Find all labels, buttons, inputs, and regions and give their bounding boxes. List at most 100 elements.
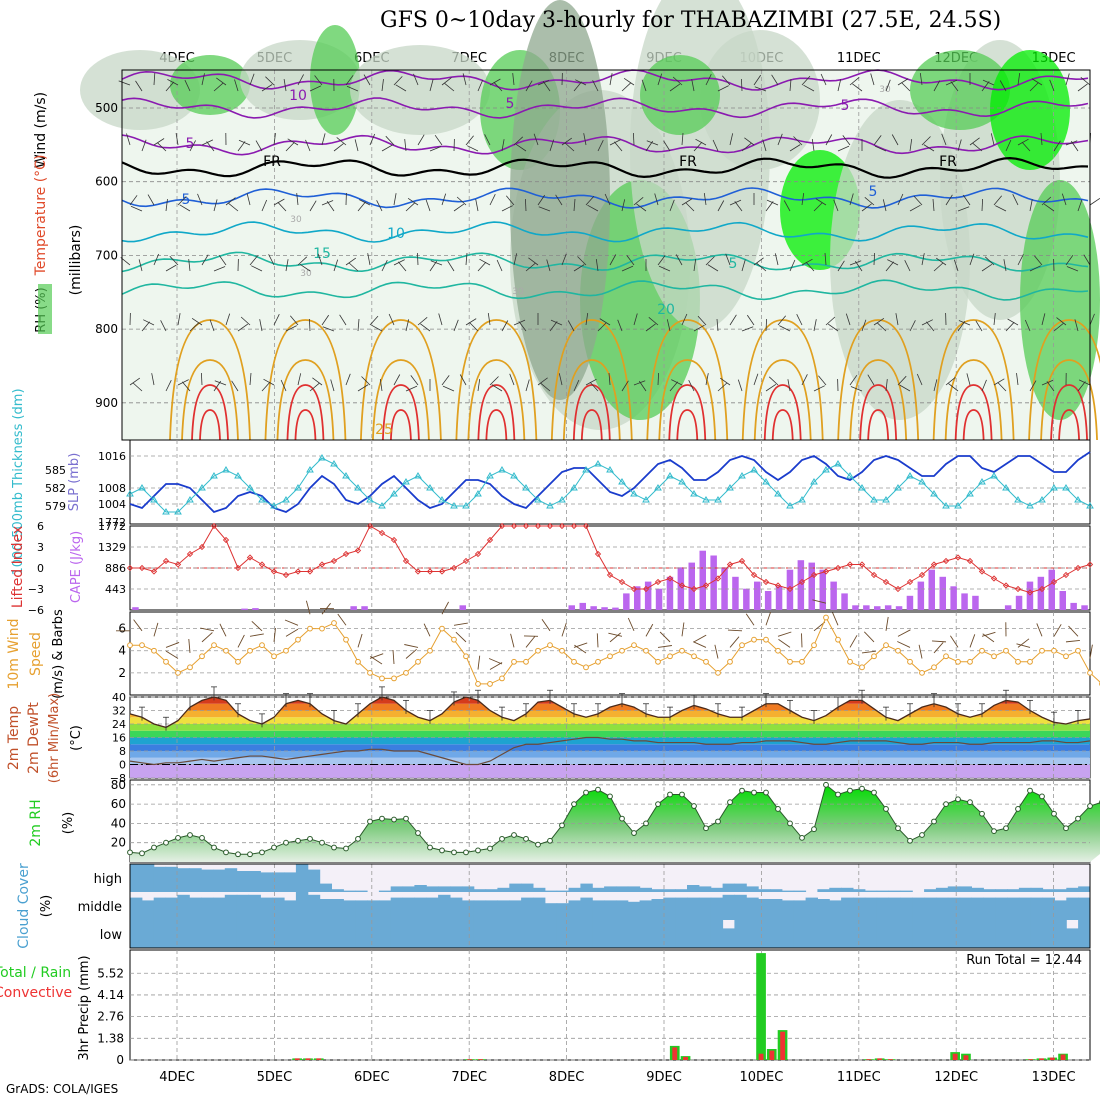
cloud-cell [829,900,841,920]
rh-2m-line-point [1076,816,1081,821]
cloud-cell [1078,898,1090,920]
wind-speed-line-point [344,637,349,642]
rh-2m-line-point [380,816,385,821]
cloud-cell [841,920,853,948]
precip-convective-bar [1028,1059,1033,1060]
rh-2m-line-point [836,792,841,797]
contour-label: 5 [841,98,850,114]
wind-speed-line-point [212,643,217,648]
dewpt-2m-label: 2m DewPt [26,702,42,774]
cloud-cell [1043,920,1055,948]
cloud-cell [972,888,984,892]
cloud-cell [1078,920,1090,948]
cloud-cell [711,920,723,948]
cloud-cell [486,900,498,920]
x-tick-label-bottom: 7DEC [451,1070,487,1085]
cloud-cell [1066,898,1078,920]
cloud-cell [462,920,474,948]
surface-wind-barb [802,633,803,647]
cloud-cell [711,888,723,892]
contour-label: 30 [300,269,312,279]
cloud-cell [1019,920,1031,948]
cloud-cell [948,920,960,948]
cloud-cell [154,898,166,920]
cloud-cell [154,867,166,892]
cloud-cell [142,900,154,920]
cape-bar [241,609,248,610]
wind-speed-line-point [320,626,325,631]
cloud-cell [592,888,604,892]
cloud-cell [189,898,201,920]
cloud-cell [225,920,237,948]
cloud-cell [284,920,296,948]
surface-wind-barb [338,614,346,625]
rh-2m-line-point [296,838,301,843]
lifted-index-tick-label: −3 [28,583,44,596]
cloud-cell [237,895,249,920]
precip-convective-bar [306,1058,311,1060]
cloud-cell [604,900,616,920]
cloud-cell [201,870,213,892]
cloud-cell [616,900,628,920]
wind-speed-line-point [272,654,277,659]
rh-2m-line-point [944,802,949,807]
cape-bar [460,605,467,610]
cloud-cover-label: Cloud Cover [16,863,32,949]
surface-wind-barb [728,630,742,631]
cape-axis-label: CAPE (J/kg) [69,531,84,603]
temp-axis-label: (°C) [69,725,84,751]
cloud-cell [249,871,261,892]
wind-speed-line-point [440,626,445,631]
cloud-cell [675,889,687,892]
rh-2m-line-point [968,800,973,805]
cloud-cell [592,900,604,920]
cloud-cell [652,920,664,948]
rh-2m-line-point [896,826,901,831]
cape-tick-label: 1772 [98,520,126,533]
contour-label: 10 [387,226,405,242]
wind-axis-label: (m/s) & Barbs [51,609,66,699]
cloud-cell [841,898,853,920]
wind-speed-line-point [176,670,181,675]
x-tick-label-bottom: 10DEC [739,1070,783,1085]
cloud-cell [924,898,936,920]
cloud-cell [652,889,664,892]
cloud-cell [509,884,521,892]
cloud-cell [687,885,699,892]
wind-speed-line-point [872,654,877,659]
temp-tick-label: 32 [112,705,126,718]
cloud-cell [960,898,972,920]
cloud-cell [806,920,818,948]
cloud-cell [900,891,912,892]
cloud-cell [734,920,746,948]
cloud-cell [438,886,450,892]
surface-wind-barb [574,645,586,653]
cloud-cell [912,898,924,920]
cloud-cell [320,899,332,920]
cloud-cell [379,920,391,948]
wind-speed-line-point [1076,648,1081,653]
cloud-cell [995,920,1007,948]
cloud-cell [284,900,296,920]
cloud-cell [794,900,806,920]
cloud-cell [889,920,901,948]
cloud-cell [829,888,841,892]
surface-wind-barb [202,633,212,642]
precip-tick-label: 4.14 [97,988,124,1002]
cape-bar [1005,605,1012,610]
rh-2m-line-point [932,819,937,824]
rh-2m-line-point [500,836,505,841]
cloud-cell [652,899,664,920]
cloud-cell [1007,920,1019,948]
cloud-cell [734,895,746,920]
run-total-label: Run Total = 12.44 [966,953,1082,968]
precip-convective-bar [866,1059,871,1060]
cloud-cell [829,920,841,948]
rh-2m-line-point [752,790,757,795]
cloud-cell [675,920,687,948]
wind-speed-line-point [1052,648,1057,653]
cloud-cell [758,920,770,948]
cloud-cell [332,899,344,920]
rh-2m-line-point [440,848,445,853]
cape-bar [1016,596,1023,610]
